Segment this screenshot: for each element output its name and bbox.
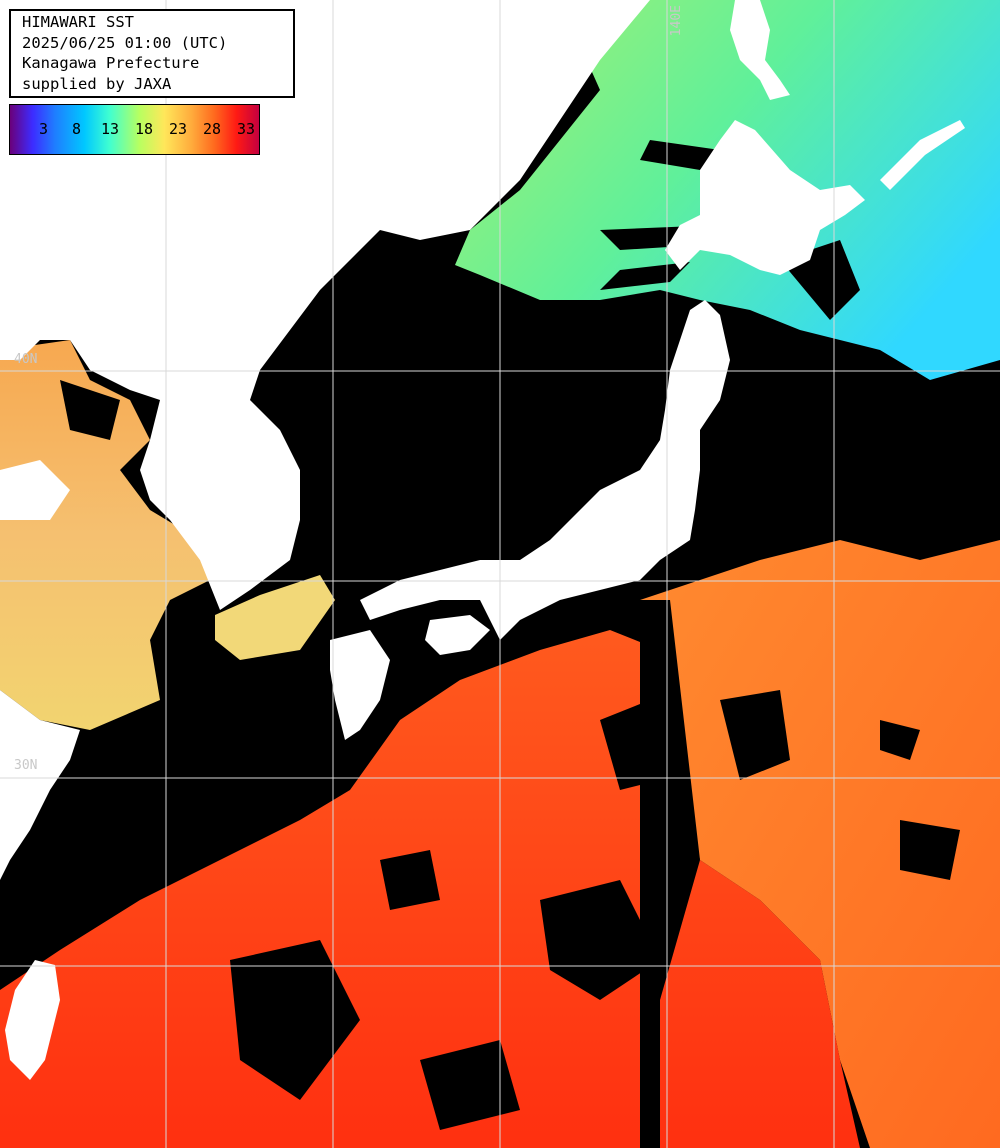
- cloud-patch: [900, 820, 960, 880]
- cloud-streak: [640, 140, 720, 170]
- kuril-islands-land: [880, 120, 965, 190]
- taiwan-land: [5, 960, 60, 1080]
- legend-label: 18: [135, 120, 154, 138]
- title-source-org: Kanagawa Prefecture: [22, 54, 200, 72]
- yellow-sea-region: [0, 340, 210, 730]
- honshu-land: [360, 300, 730, 640]
- cloud-patch: [60, 380, 120, 440]
- pacific-east-region: [640, 540, 1000, 1148]
- china-east-coast-land: [0, 690, 80, 880]
- temperature-legend: 3 8 13 18 23 28 33: [9, 104, 260, 155]
- hokkaido-land: [665, 120, 865, 275]
- legend-label: 13: [101, 120, 120, 138]
- shikoku-land: [425, 615, 490, 655]
- lat-label-30n: 30N: [14, 758, 38, 773]
- korea-strait-water: [215, 575, 335, 660]
- china-coast-land: [0, 460, 70, 520]
- legend-label: 3: [39, 120, 49, 138]
- cloud-patch: [540, 880, 660, 1000]
- title-box: HIMAWARI SST 2025/06/25 01:00 (UTC) Kana…: [9, 9, 295, 98]
- sakhalin-land: [730, 0, 790, 100]
- title-supplier: supplied by JAXA: [22, 74, 172, 93]
- cloud-patch: [230, 940, 360, 1100]
- lat-label-40n: 40N: [14, 352, 38, 367]
- legend-label: 28: [203, 120, 222, 138]
- cloud-patch: [380, 850, 440, 910]
- lon-label-140e: 140E: [669, 5, 684, 37]
- cloud-patch: [720, 690, 790, 780]
- title-product: HIMAWARI SST: [22, 13, 134, 31]
- cloud-band: [640, 600, 700, 1148]
- kyushu-land: [330, 630, 390, 740]
- legend-label: 8: [72, 120, 82, 138]
- title-timestamp: 2025/06/25 01:00 (UTC): [22, 33, 228, 52]
- cloud-patch: [420, 1040, 520, 1130]
- legend-label: 23: [169, 120, 188, 138]
- cloud-patch: [880, 720, 920, 760]
- legend-label: 33: [237, 120, 256, 138]
